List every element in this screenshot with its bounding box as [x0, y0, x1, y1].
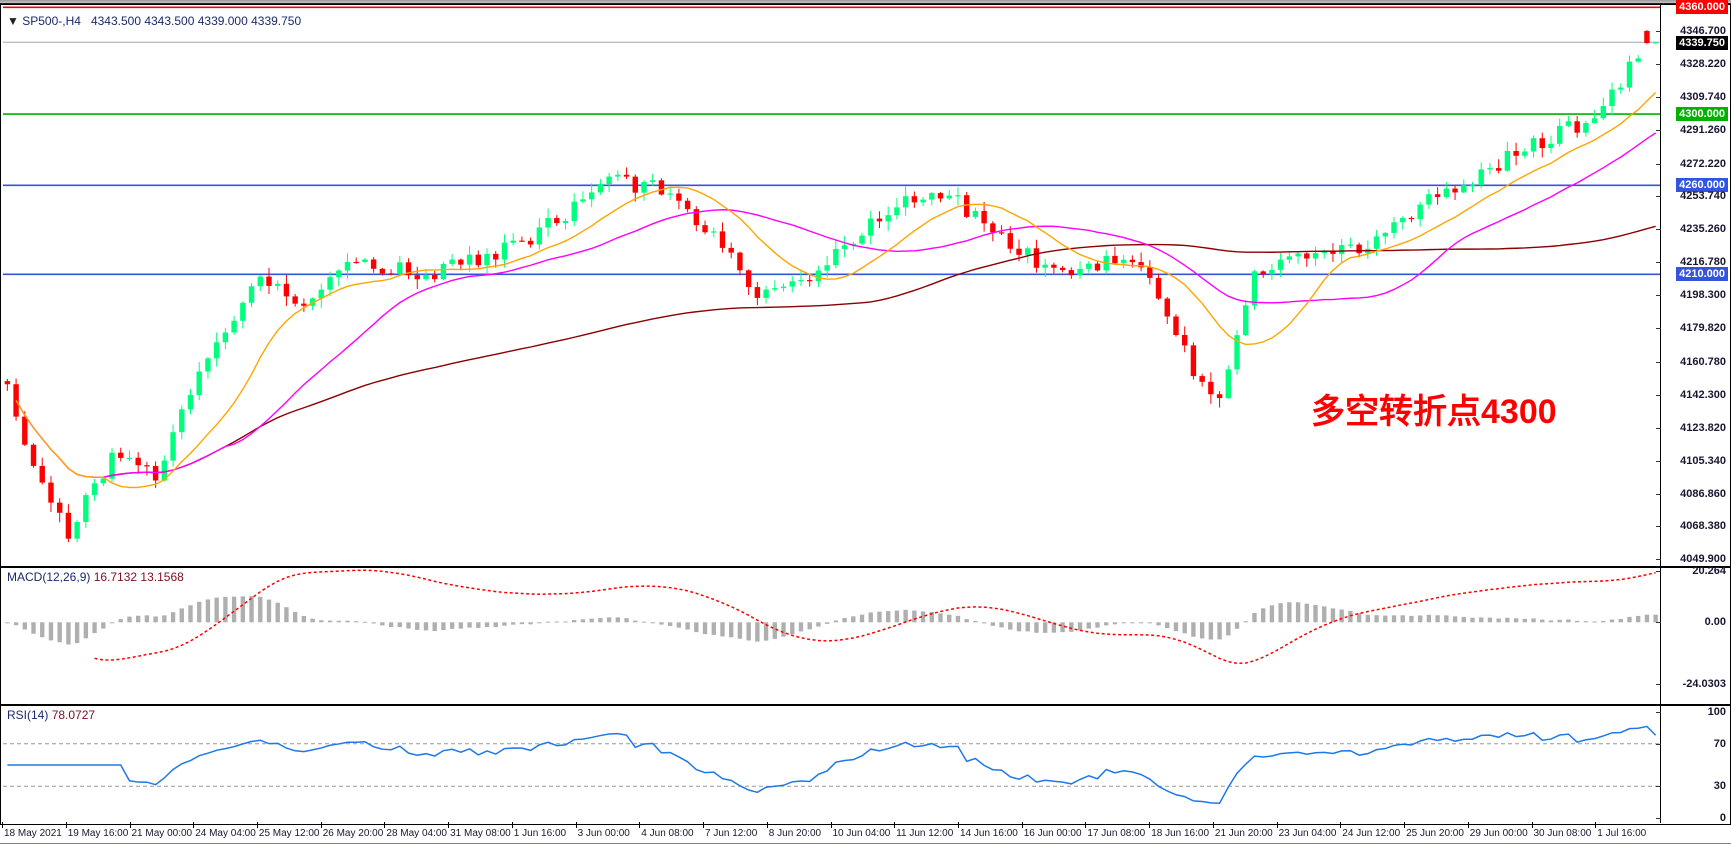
- svg-text:多空转折点4300: 多空转折点4300: [1311, 393, 1557, 431]
